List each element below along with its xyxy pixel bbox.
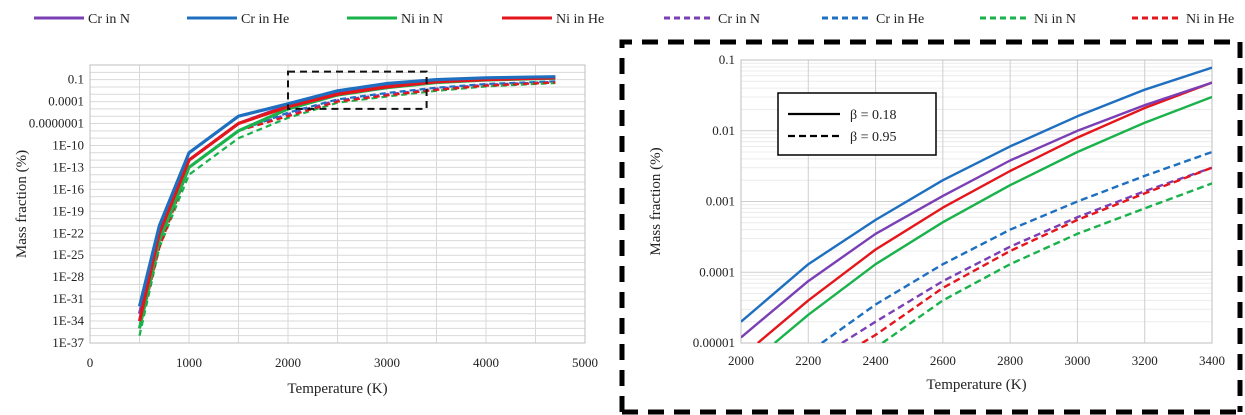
x-tick-label: 1000 <box>176 355 202 370</box>
legend-label: Ni in He <box>556 12 604 27</box>
y-tick-label: 0.0001 <box>48 94 84 109</box>
legend-item: Ni in He <box>1132 12 1234 27</box>
y-tick-label: 1E-16 <box>52 181 84 196</box>
legend-label: Cr in He <box>876 12 924 27</box>
y-tick-label: 0.001 <box>706 194 735 209</box>
series-line <box>757 81 1212 343</box>
y-tick-label: 0.0000001 <box>29 116 84 131</box>
x-axis-label: Temperature (K) <box>926 377 1026 393</box>
series-line <box>741 81 1212 339</box>
legend-label: Cr in N <box>718 12 760 27</box>
beta-legend-box <box>777 92 937 156</box>
y-tick-label: 1E-28 <box>52 269 84 284</box>
y-tick-label: 1E-34 <box>52 313 84 328</box>
legend-label: Ni in N <box>1034 12 1076 27</box>
x-tick-label: 3200 <box>1132 353 1158 368</box>
series-line <box>861 166 1212 343</box>
legend-item: Cr in He <box>187 12 289 27</box>
x-tick-label: 3000 <box>374 355 400 370</box>
legend-item: Cr in N <box>34 12 130 27</box>
x-tick-label: 5000 <box>572 355 598 370</box>
series-line <box>138 81 556 336</box>
series-line <box>137 76 556 322</box>
y-tick-label: 1E-25 <box>52 247 84 262</box>
legend-label: Cr in N <box>88 12 130 27</box>
legend-label: Cr in He <box>241 12 289 27</box>
y-tick-label: 0.1 <box>719 52 735 67</box>
y-tick-label: 0.1 <box>68 72 84 87</box>
x-tick-label: 3400 <box>1199 353 1225 368</box>
x-tick-label: 2800 <box>997 353 1023 368</box>
series-line <box>841 166 1212 343</box>
x-tick-label: 2600 <box>930 353 956 368</box>
series-line <box>137 75 556 315</box>
series-line <box>881 182 1212 343</box>
x-tick-label: 0 <box>87 355 94 370</box>
zoom-box <box>287 70 428 110</box>
x-tick-label: 2200 <box>795 353 821 368</box>
series-line <box>137 75 556 307</box>
beta-legend-label: β = 0.95 <box>850 130 897 145</box>
series-line <box>821 150 1212 343</box>
y-axis-label: Mass fraction (%) <box>648 147 664 255</box>
series-line <box>773 95 1212 343</box>
legend-item: Cr in He <box>822 12 924 27</box>
y-tick-label: 1E-22 <box>52 225 84 240</box>
legend-item: Ni in N <box>980 12 1076 27</box>
chart-legend: Cr in N Cr in He Ni in N Ni in He Cr in N Cr … <box>34 12 1234 27</box>
legend-label: Ni in He <box>1186 12 1234 27</box>
series-line <box>138 80 556 322</box>
overview-chart: 0.1 0.0001 0.0000001 1E-10 1E-13 1E-16 1E-19 1E… <box>14 64 598 397</box>
y-tick-label: 1E-19 <box>52 203 84 218</box>
legend-item: Ni in He <box>502 12 604 27</box>
x-tick-label: 4000 <box>473 355 499 370</box>
plot-area <box>740 59 1213 344</box>
zoomed-chart: 0.1 0.01 0.001 0.0001 0.00001 2000 2200 2400 260… <box>619 39 1243 415</box>
x-tick-label: 2400 <box>863 353 889 368</box>
x-tick-label: 3000 <box>1064 353 1090 368</box>
series-line <box>741 66 1212 323</box>
legend-item: Cr in N <box>664 12 760 27</box>
x-tick-label: 2000 <box>728 353 754 368</box>
legend-label: Ni in N <box>401 12 443 27</box>
plot-area <box>89 64 586 344</box>
x-axis-label: Temperature (K) <box>287 381 387 397</box>
x-tick-label: 2000 <box>275 355 301 370</box>
y-tick-label: 1E-37 <box>52 335 84 350</box>
y-tick-label: 0.00001 <box>693 335 735 350</box>
legend-item: Ni in N <box>347 12 443 27</box>
beta-legend: β = 0.18 β = 0.95 <box>777 92 937 156</box>
y-tick-label: 1E-31 <box>52 291 84 306</box>
zoom-frame <box>619 39 1243 412</box>
y-axis-label: Mass fraction (%) <box>14 150 30 258</box>
y-tick-label: 1E-13 <box>52 159 84 174</box>
y-tick-label: 0.0001 <box>699 264 735 279</box>
y-tick-label: 0.01 <box>712 123 735 138</box>
y-tick-label: 1E-10 <box>52 137 84 152</box>
beta-legend-label: β = 0.18 <box>850 108 897 123</box>
